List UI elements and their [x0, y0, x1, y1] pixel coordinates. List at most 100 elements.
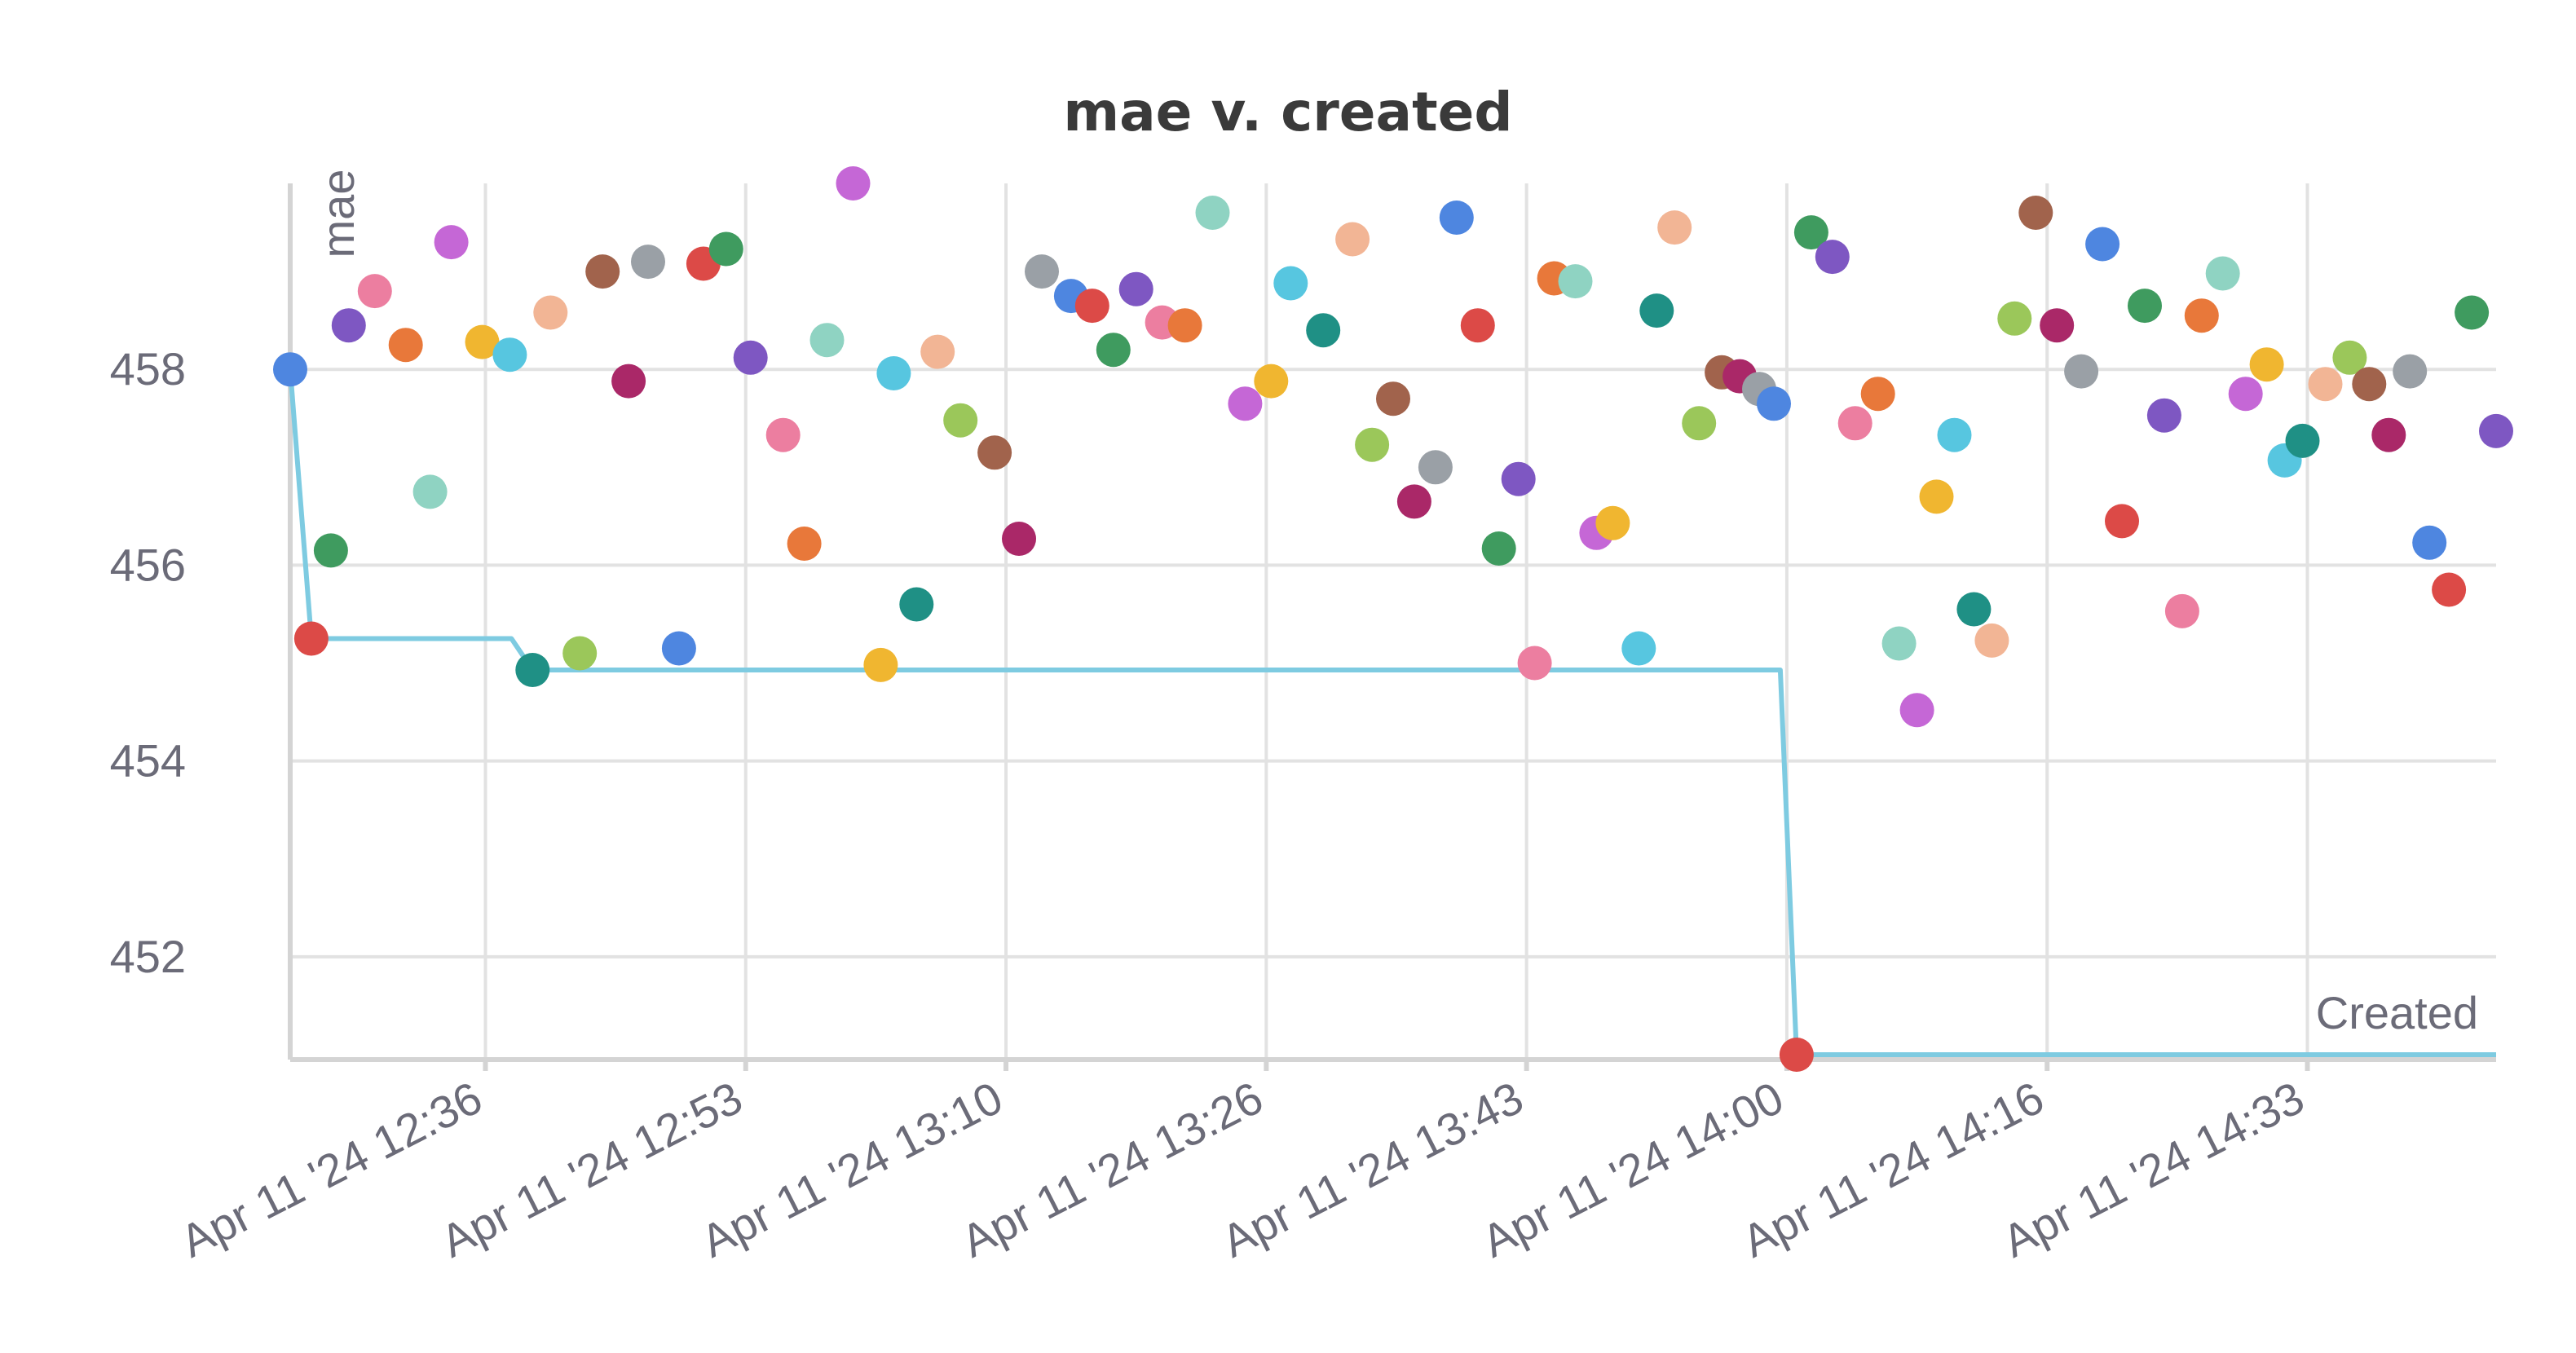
- data-point: [1195, 196, 1230, 230]
- data-point: [1254, 364, 1289, 399]
- data-point: [2064, 354, 2099, 389]
- data-point: [273, 352, 307, 387]
- data-point: [631, 245, 665, 280]
- data-point: [920, 334, 955, 369]
- data-point: [2412, 525, 2447, 560]
- data-point: [1376, 381, 1410, 416]
- data-point: [2332, 340, 2367, 375]
- data-point: [492, 337, 527, 372]
- data-point: [357, 274, 392, 309]
- data-point: [2455, 295, 2490, 330]
- data-point: [331, 308, 366, 343]
- data-point: [2432, 572, 2467, 607]
- data-point: [661, 631, 696, 666]
- data-point: [1657, 210, 1692, 245]
- data-point: [1974, 623, 2009, 658]
- data-point: [1621, 631, 1656, 666]
- data-point: [863, 647, 898, 682]
- data-point: [1167, 308, 1202, 343]
- data-point: [465, 324, 500, 359]
- y-tick-label: 458: [110, 343, 186, 394]
- data-point: [2184, 298, 2219, 333]
- data-point: [1074, 289, 1109, 324]
- data-point: [2205, 256, 2240, 291]
- data-point: [2105, 504, 2139, 539]
- data-point: [412, 474, 448, 509]
- data-point: [585, 254, 620, 289]
- data-point: [2228, 377, 2263, 412]
- y-axis-label: mae: [312, 170, 364, 258]
- data-point: [2371, 417, 2406, 452]
- data-point: [2018, 196, 2053, 230]
- data-point: [533, 295, 568, 330]
- data-point: [1273, 266, 1308, 301]
- data-point: [836, 166, 871, 201]
- data-point: [1396, 484, 1431, 519]
- data-point: [1418, 450, 1453, 485]
- data-point: [2308, 367, 2343, 402]
- data-point: [562, 636, 598, 671]
- data-point: [434, 225, 469, 260]
- data-point: [1956, 592, 1992, 627]
- data-point: [2146, 398, 2181, 433]
- data-point: [1639, 293, 1674, 328]
- best-so-far-line: [288, 368, 2496, 1057]
- data-point: [2164, 593, 2199, 628]
- data-point: [809, 323, 845, 358]
- data-point: [733, 340, 768, 375]
- data-point: [943, 403, 978, 438]
- x-axis-label: Created: [2316, 987, 2478, 1038]
- data-point: [1355, 427, 1390, 462]
- data-point: [1025, 254, 1059, 289]
- data-point: [977, 435, 1012, 470]
- data-point: [2085, 227, 2120, 262]
- data-point: [1937, 417, 1972, 452]
- data-point: [708, 231, 743, 267]
- y-tick-labels: 452 454 456 458: [110, 343, 186, 982]
- data-point: [1997, 301, 2032, 336]
- data-point: [1682, 406, 1717, 441]
- grid-lines: [290, 183, 2496, 1060]
- data-point: [2285, 423, 2320, 458]
- data-point: [1118, 271, 1153, 306]
- data-point: [293, 621, 329, 656]
- data-point: [899, 587, 934, 622]
- data-point: [1439, 201, 1474, 235]
- data-point: [1460, 308, 1495, 343]
- data-point: [1481, 531, 1516, 566]
- data-point: [1779, 1038, 1814, 1072]
- chart-title: mae v. created: [1063, 81, 1512, 143]
- data-point: [1335, 222, 1370, 257]
- data-point: [1595, 505, 1630, 540]
- data-point: [2352, 367, 2387, 402]
- data-point: [1815, 240, 1850, 275]
- data-point: [765, 417, 801, 452]
- data-point: [2040, 308, 2075, 343]
- data-point: [1860, 377, 1895, 412]
- data-point: [611, 364, 646, 399]
- data-point: [1228, 386, 1263, 421]
- data-point: [388, 328, 423, 363]
- data-point: [2393, 354, 2428, 389]
- y-tick-label: 452: [110, 931, 186, 982]
- data-point: [2249, 347, 2284, 382]
- data-point: [1881, 626, 1917, 661]
- data-point: [1919, 479, 1954, 514]
- data-point: [1306, 313, 1341, 348]
- data-point: [876, 356, 911, 390]
- data-point: [1837, 406, 1872, 441]
- data-point: [313, 533, 348, 568]
- data-point: [2479, 413, 2513, 448]
- data-point: [2128, 289, 2162, 324]
- data-point: [515, 653, 550, 687]
- y-tick-label: 456: [110, 539, 186, 590]
- data-point: [787, 527, 822, 561]
- data-point: [1501, 461, 1536, 496]
- data-point: [1793, 215, 1828, 250]
- data-points: [273, 166, 2513, 1072]
- data-point: [1096, 333, 1131, 368]
- data-point: [1558, 264, 1593, 299]
- data-point: [1517, 646, 1552, 681]
